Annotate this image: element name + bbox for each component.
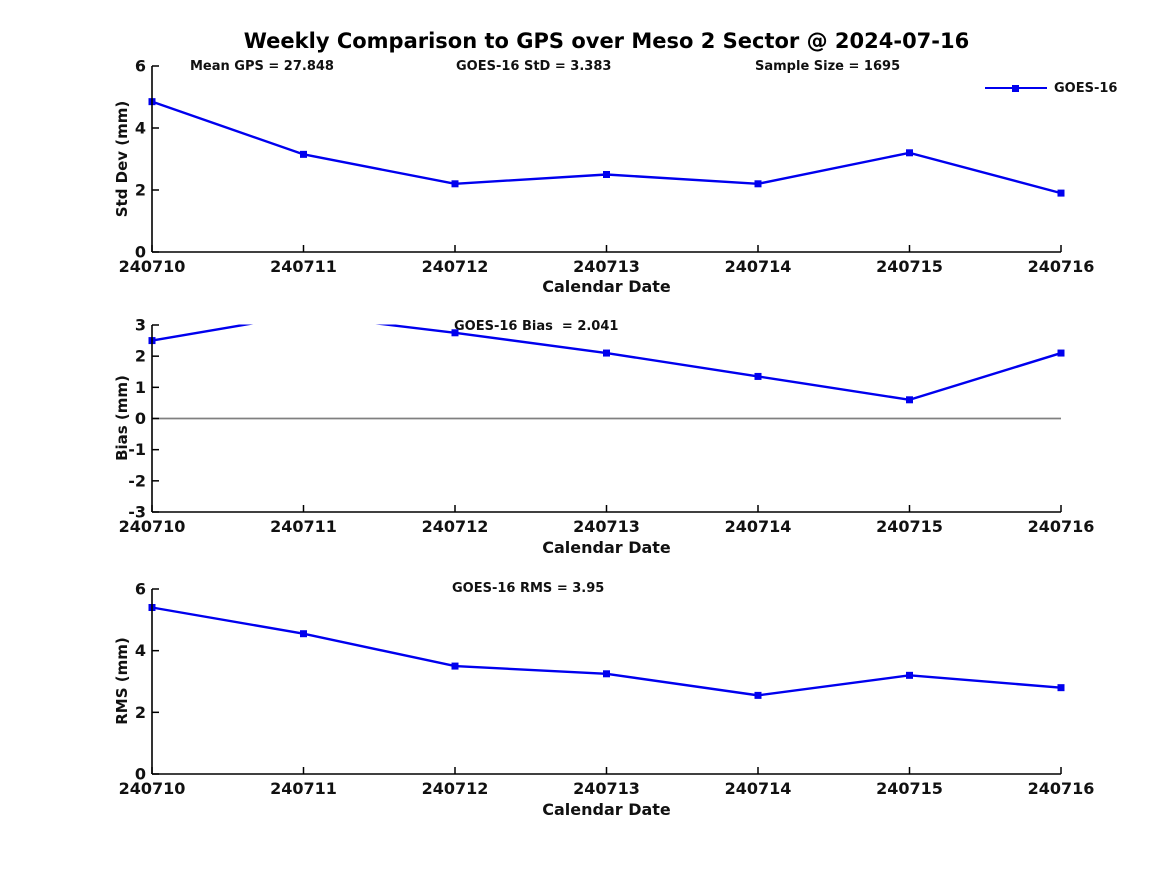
- svg-text:0: 0: [135, 409, 146, 428]
- svg-text:240711: 240711: [270, 779, 337, 798]
- svg-text:240713: 240713: [573, 257, 640, 276]
- svg-text:240712: 240712: [422, 517, 489, 536]
- svg-text:2: 2: [135, 347, 146, 366]
- svg-text:240713: 240713: [573, 779, 640, 798]
- svg-text:240711: 240711: [270, 517, 337, 536]
- svg-text:240711: 240711: [270, 257, 337, 276]
- x-axis-label-rms-plot: Calendar Date: [542, 800, 671, 819]
- svg-text:240712: 240712: [422, 779, 489, 798]
- stat-sample-size: Sample Size = 1695: [755, 59, 901, 74]
- svg-text:240716: 240716: [1028, 257, 1095, 276]
- svg-text:0: 0: [135, 243, 146, 262]
- svg-text:4: 4: [135, 119, 146, 138]
- chart-title: Weekly Comparison to GPS over Meso 2 Sec…: [243, 29, 970, 53]
- svg-text:6: 6: [135, 57, 146, 76]
- svg-text:240710: 240710: [119, 779, 186, 798]
- svg-text:240715: 240715: [876, 779, 943, 798]
- svg-text:240710: 240710: [119, 257, 186, 276]
- x-axis-label-bias-plot: Calendar Date: [542, 538, 671, 557]
- stat-goes16-std: GOES-16 StD = 3.383: [456, 59, 612, 74]
- svg-text:-1: -1: [128, 440, 146, 459]
- svg-text:-2: -2: [128, 471, 146, 490]
- svg-text:4: 4: [135, 641, 146, 660]
- svg-text:0: 0: [135, 765, 146, 784]
- svg-text:6: 6: [135, 580, 146, 599]
- svg-text:3: 3: [135, 316, 146, 335]
- stat-goes16-bias: GOES-16 Bias = 2.041: [454, 319, 619, 334]
- legend: GOES-16: [985, 80, 1117, 96]
- svg-text:-3: -3: [128, 503, 146, 522]
- svg-text:240712: 240712: [422, 257, 489, 276]
- stat-mean-gps: Mean GPS = 27.848: [190, 59, 334, 74]
- svg-text:2: 2: [135, 181, 146, 200]
- svg-text:240714: 240714: [725, 779, 792, 798]
- legend-label: GOES-16: [1054, 80, 1118, 96]
- svg-text:240710: 240710: [119, 517, 186, 536]
- legend-square-marker-icon: [1012, 84, 1019, 92]
- legend-line-sample: [985, 84, 1047, 92]
- svg-text:240714: 240714: [725, 257, 792, 276]
- stat-goes16-rms: GOES-16 RMS = 3.95: [452, 581, 605, 596]
- svg-text:240716: 240716: [1028, 517, 1095, 536]
- svg-text:2: 2: [135, 703, 146, 722]
- svg-text:1: 1: [135, 378, 146, 397]
- svg-text:240715: 240715: [876, 517, 943, 536]
- svg-text:240715: 240715: [876, 257, 943, 276]
- x-axis-label-stddev-plot: Calendar Date: [542, 277, 671, 296]
- svg-text:240713: 240713: [573, 517, 640, 536]
- svg-text:240714: 240714: [725, 517, 792, 536]
- svg-text:240716: 240716: [1028, 779, 1095, 798]
